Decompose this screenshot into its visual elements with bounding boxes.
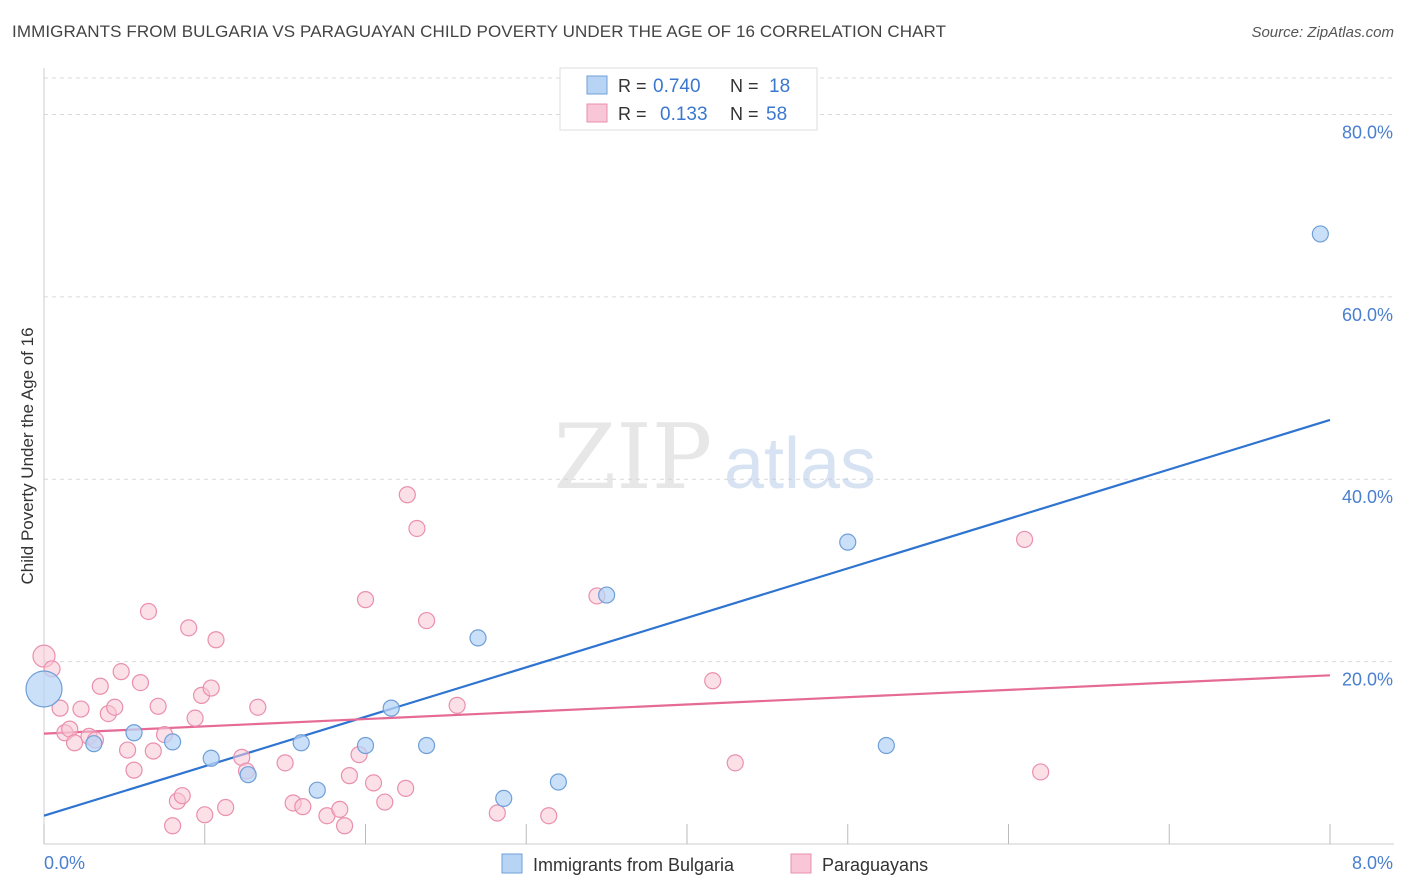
y-tick-label: 40.0% [1342, 487, 1393, 507]
watermark: ZIP atlas [554, 405, 876, 510]
data-point-pink [196, 806, 214, 824]
y-tick-labels: 20.0% 40.0% 60.0% 80.0% [1342, 122, 1393, 689]
x-tick-label: 0.0% [44, 853, 85, 873]
data-point-blue [839, 533, 857, 551]
data-point-pink [131, 673, 150, 692]
data-point-pink [249, 698, 267, 716]
stats-legend-swatch-pink [586, 103, 608, 123]
data-point-pink [276, 754, 294, 772]
data-point-blue [1311, 225, 1329, 243]
data-point-pink [417, 611, 436, 630]
y-tick-label: 80.0% [1342, 122, 1393, 142]
stats-n-label-blue: N = [730, 76, 759, 96]
data-points [25, 225, 1329, 835]
x-tick-labels: 0.0% 8.0% [44, 853, 1393, 873]
data-point-blue [382, 699, 400, 717]
trend-line-blue [43, 418, 1331, 817]
y-tick-label: 60.0% [1342, 305, 1393, 325]
data-point-pink [112, 663, 130, 681]
data-point-pink [125, 761, 143, 779]
data-point-pink [356, 591, 375, 609]
data-point-pink [106, 698, 124, 716]
data-point-pink [91, 677, 109, 695]
data-point-pink [1032, 763, 1050, 781]
data-point-pink [186, 709, 204, 727]
y-axis-label: Child Poverty Under the Age of 16 [18, 327, 37, 584]
data-point-pink [398, 486, 416, 504]
data-point-blue [598, 586, 616, 604]
data-point-blue [25, 670, 63, 708]
watermark-atlas: atlas [724, 424, 876, 504]
legend-label-paraguayans: Paraguayans [822, 855, 928, 875]
data-point-pink [164, 817, 182, 835]
data-point-pink [376, 793, 394, 811]
data-point-pink [294, 798, 312, 816]
data-point-pink [180, 619, 198, 637]
data-point-blue [549, 773, 568, 791]
stats-r-label-blue: R = [618, 76, 647, 96]
data-point-blue [85, 735, 103, 753]
data-point-pink [488, 804, 506, 822]
trend-line-pink [43, 674, 1331, 735]
stats-legend-swatch-blue [586, 75, 608, 95]
data-point-pink [72, 700, 90, 718]
data-point-blue [356, 736, 375, 755]
data-point-pink [331, 800, 349, 818]
gridlines [44, 77, 1394, 663]
legend-swatch-bulgaria [501, 853, 523, 874]
data-point-blue [308, 781, 326, 799]
stats-n-label-pink: N = [730, 104, 759, 124]
data-point-pink [65, 734, 84, 752]
data-point-pink [726, 754, 744, 772]
data-point-pink [336, 817, 354, 835]
data-point-blue [164, 733, 182, 751]
data-point-pink [173, 787, 191, 805]
data-point-blue [495, 789, 513, 808]
data-point-pink [448, 696, 466, 714]
data-point-pink [397, 779, 415, 797]
data-point-blue [202, 749, 220, 767]
series-legend: Immigrants from Bulgaria Paraguayans [501, 853, 928, 875]
stats-r-label-pink: R = [618, 104, 647, 124]
trend-lines [43, 418, 1331, 817]
chart-title: IMMIGRANTS FROM BULGARIA VS PARAGUAYAN C… [12, 22, 947, 41]
data-point-pink [217, 798, 235, 817]
data-point-blue [417, 736, 436, 755]
data-point-blue [469, 629, 487, 647]
x-axis-ticks [43, 824, 1331, 844]
data-point-pink [364, 774, 383, 792]
data-point-pink [149, 697, 167, 715]
data-point-pink [51, 699, 69, 717]
watermark-zip: ZIP [554, 405, 713, 510]
data-point-pink [202, 679, 220, 697]
source-note: Source: ZipAtlas.com [1251, 24, 1394, 41]
data-point-pink [1015, 530, 1034, 549]
data-point-pink [118, 741, 137, 759]
data-point-pink [408, 519, 426, 538]
data-point-pink [207, 631, 225, 649]
data-point-blue [292, 734, 310, 752]
stats-n-value-pink: 58 [766, 104, 787, 125]
data-point-pink [340, 767, 359, 785]
legend-swatch-paraguayans [790, 853, 812, 874]
stats-r-value-pink: 0.133 [660, 104, 708, 125]
stats-legend: R = 0.740 N = 18 R = 0.133 N = 58 [559, 67, 818, 131]
data-point-blue [239, 766, 257, 784]
data-point-blue [125, 724, 143, 742]
data-point-pink [144, 742, 162, 760]
x-tick-label: 8.0% [1352, 853, 1393, 873]
data-point-pink [540, 807, 558, 825]
data-point-pink [704, 672, 722, 690]
data-point-pink [139, 602, 158, 621]
data-point-blue [877, 736, 895, 755]
axes [43, 68, 1394, 845]
stats-n-value-blue: 18 [769, 76, 790, 97]
stats-r-value-blue: 0.740 [653, 76, 701, 97]
legend-label-bulgaria: Immigrants from Bulgaria [533, 855, 735, 875]
y-tick-label: 20.0% [1342, 670, 1393, 690]
